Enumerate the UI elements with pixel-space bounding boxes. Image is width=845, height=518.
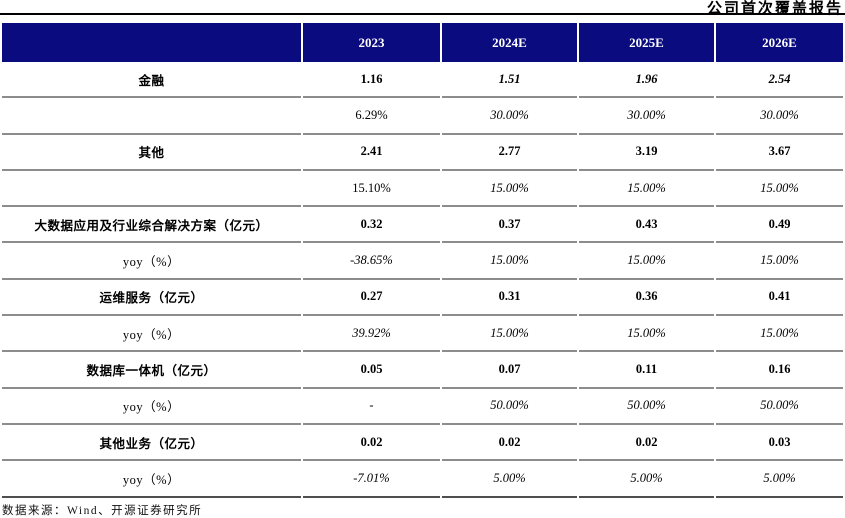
table-cell: 15.00% bbox=[442, 243, 577, 280]
row-label: yoy（%） bbox=[2, 461, 301, 498]
table-cell: 2.41 bbox=[303, 134, 440, 171]
table-cell: 15.00% bbox=[442, 316, 577, 353]
table-row: yoy（%） -7.01% 5.00% 5.00% 5.00% bbox=[2, 461, 843, 498]
column-header-blank bbox=[2, 23, 301, 62]
table-row: 金融 1.16 1.51 1.96 2.54 bbox=[2, 62, 843, 99]
table-cell: 0.49 bbox=[716, 207, 843, 244]
table-cell: 50.00% bbox=[716, 388, 843, 425]
table-row: 6.29% 30.00% 30.00% 30.00% bbox=[2, 98, 843, 135]
table-cell: 15.00% bbox=[579, 170, 714, 208]
table-cell: 2.54 bbox=[716, 62, 843, 99]
table-cell: 1.96 bbox=[579, 62, 714, 99]
table-cell: 0.43 bbox=[579, 207, 714, 244]
table-row: 其他 2.41 2.77 3.19 3.67 bbox=[2, 134, 843, 171]
table-cell: 39.92% bbox=[303, 316, 440, 353]
table-cell: -7.01% bbox=[303, 461, 440, 498]
row-label: yoy（%） bbox=[2, 388, 301, 425]
revenue-forecast-table: 2023 2024E 2025E 2026E 金融 1.16 1.51 1.96 2.5… bbox=[0, 23, 845, 498]
table-row: 数据库一体机（亿元） 0.05 0.07 0.11 0.16 bbox=[2, 352, 843, 389]
row-label: 其他 bbox=[2, 134, 301, 171]
table-cell: 15.00% bbox=[716, 243, 843, 280]
table-cell: 30.00% bbox=[716, 98, 843, 135]
table-cell: 0.05 bbox=[303, 352, 440, 389]
table-cell: 0.11 bbox=[579, 352, 714, 389]
table-row: 其他业务（亿元） 0.02 0.02 0.02 0.03 bbox=[2, 424, 843, 462]
table-cell: 50.00% bbox=[442, 388, 577, 425]
table-row: yoy（%） 39.92% 15.00% 15.00% 15.00% bbox=[2, 316, 843, 353]
column-header-2026e: 2026E bbox=[716, 23, 843, 62]
table-cell: 15.00% bbox=[579, 316, 714, 353]
table-cell: 15.00% bbox=[716, 170, 843, 208]
table-cell: 50.00% bbox=[579, 388, 714, 425]
table-cell: 5.00% bbox=[442, 461, 577, 498]
row-label: yoy（%） bbox=[2, 316, 301, 353]
table-cell: 0.36 bbox=[579, 279, 714, 317]
table-cell: 0.31 bbox=[442, 279, 577, 317]
row-label: 数据库一体机（亿元） bbox=[2, 352, 301, 389]
table-cell: 15.00% bbox=[442, 170, 577, 208]
column-header-2023: 2023 bbox=[303, 23, 440, 62]
table-cell: 0.03 bbox=[716, 424, 843, 462]
table-cell: 15.10% bbox=[303, 170, 440, 208]
table-cell: 3.67 bbox=[716, 134, 843, 171]
table-row: 15.10% 15.00% 15.00% 15.00% bbox=[2, 170, 843, 208]
table-header-row: 2023 2024E 2025E 2026E bbox=[2, 23, 843, 62]
table-row: yoy（%） -38.65% 15.00% 15.00% 15.00% bbox=[2, 243, 843, 280]
table-cell: 6.29% bbox=[303, 98, 440, 135]
column-header-2025e: 2025E bbox=[579, 23, 714, 62]
table-cell: -38.65% bbox=[303, 243, 440, 280]
data-source-note: 数据来源：Wind、开源证券研究所 bbox=[2, 504, 203, 517]
table-cell: 30.00% bbox=[579, 98, 714, 135]
table-cell: 5.00% bbox=[716, 461, 843, 498]
column-header-2024e: 2024E bbox=[442, 23, 577, 62]
table-cell: 2.77 bbox=[442, 134, 577, 171]
row-label: 运维服务（亿元） bbox=[2, 279, 301, 317]
report-type-label: 公司首次覆盖报告 bbox=[706, 1, 843, 17]
table-cell: - bbox=[303, 388, 440, 425]
table-cell: 15.00% bbox=[579, 243, 714, 280]
table-row: yoy（%） -50.00% 50.00% 50.00% bbox=[2, 388, 843, 425]
table-cell: 0.07 bbox=[442, 352, 577, 389]
table-row: 大数据应用及行业综合解决方案（亿元） 0.32 0.37 0.43 0.49 bbox=[2, 207, 843, 244]
row-label: 大数据应用及行业综合解决方案（亿元） bbox=[2, 207, 301, 244]
row-label: 其他业务（亿元） bbox=[2, 424, 301, 462]
table-cell: 1.51 bbox=[442, 62, 577, 99]
table-cell: 0.37 bbox=[442, 207, 577, 244]
table-cell: 0.27 bbox=[303, 279, 440, 317]
table-cell: 5.00% bbox=[579, 461, 714, 498]
row-label: yoy（%） bbox=[2, 243, 301, 280]
table-cell: 3.19 bbox=[579, 134, 714, 171]
table-row: 运维服务（亿元） 0.27 0.31 0.36 0.41 bbox=[2, 279, 843, 317]
table-cell: 0.02 bbox=[442, 424, 577, 462]
row-label bbox=[2, 98, 301, 135]
table-cell: 1.16 bbox=[303, 62, 440, 99]
table-cell: 0.32 bbox=[303, 207, 440, 244]
table-cell: 0.02 bbox=[303, 424, 440, 462]
table-cell: 15.00% bbox=[716, 316, 843, 353]
row-label bbox=[2, 170, 301, 208]
page-header: 公司首次覆盖报告 bbox=[0, 0, 845, 17]
table-cell: 0.41 bbox=[716, 279, 843, 317]
table-cell: 0.02 bbox=[579, 424, 714, 462]
row-label: 金融 bbox=[2, 62, 301, 99]
table-cell: 30.00% bbox=[442, 98, 577, 135]
table-cell: 0.16 bbox=[716, 352, 843, 389]
